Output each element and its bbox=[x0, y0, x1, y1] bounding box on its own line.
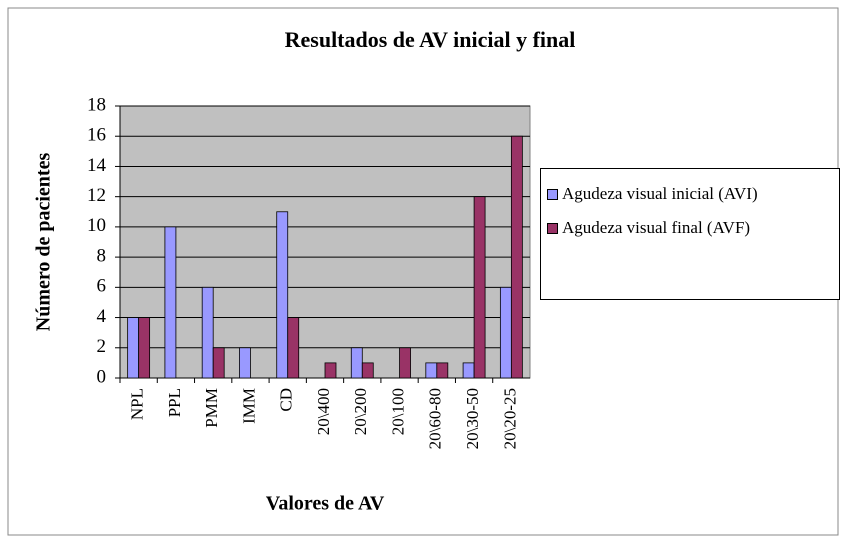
legend-label: Agudeza visual inicial (AVI) bbox=[562, 184, 758, 203]
bar bbox=[276, 211, 289, 379]
x-axis-title: Valores de AV bbox=[266, 493, 385, 515]
legend-item: Agudeza visual inicial (AVI) bbox=[547, 183, 833, 205]
bar bbox=[399, 347, 411, 379]
bar bbox=[473, 196, 486, 379]
y-axis-title: Número de pacientes bbox=[33, 153, 55, 332]
y-tick-label: 12 bbox=[87, 185, 106, 206]
bar bbox=[361, 362, 374, 379]
bar bbox=[425, 362, 438, 379]
bar bbox=[350, 347, 363, 379]
x-tick-label: 20\30-50 bbox=[463, 388, 482, 449]
y-tick-label: 14 bbox=[87, 155, 107, 176]
x-tick-label: NPL bbox=[128, 388, 147, 420]
x-tick-label: 20\200 bbox=[351, 388, 370, 435]
legend-swatch bbox=[547, 223, 558, 234]
x-tick-label: IMM bbox=[239, 388, 258, 424]
bar bbox=[510, 135, 523, 379]
bar bbox=[201, 286, 214, 379]
bar bbox=[239, 347, 251, 379]
chart-title: Resultados de AV inicial y final bbox=[285, 27, 576, 52]
bar bbox=[324, 362, 337, 379]
x-tick-label: 20\20-25 bbox=[500, 388, 519, 449]
legend-item: Agudeza visual final (AVF) bbox=[547, 217, 833, 239]
y-tick-label: 16 bbox=[87, 125, 106, 146]
x-tick-label: PMM bbox=[202, 388, 221, 428]
x-tick-label: PPL bbox=[165, 388, 184, 417]
plot-area bbox=[119, 105, 531, 379]
x-tick-label: 20\400 bbox=[314, 388, 333, 435]
y-tick-label: 0 bbox=[97, 366, 107, 387]
y-tick-label: 2 bbox=[97, 336, 107, 357]
bar bbox=[138, 317, 151, 379]
x-tick-label: CD bbox=[277, 388, 296, 412]
y-tick-label: 4 bbox=[97, 306, 107, 327]
x-tick-label: 20\100 bbox=[388, 388, 407, 435]
legend-label: Agudeza visual final (AVF) bbox=[562, 218, 751, 237]
y-tick-label: 18 bbox=[87, 94, 106, 115]
bar bbox=[287, 317, 300, 379]
bar bbox=[499, 286, 512, 379]
y-tick-label: 8 bbox=[97, 245, 107, 266]
bar bbox=[436, 362, 449, 379]
y-tick-label: 6 bbox=[97, 276, 107, 297]
bar bbox=[127, 317, 140, 379]
bar bbox=[462, 362, 475, 379]
y-tick-label: 10 bbox=[87, 215, 106, 236]
x-tick-label: 20\60-80 bbox=[426, 388, 445, 449]
legend-swatch bbox=[547, 189, 558, 200]
legend: Agudeza visual inicial (AVI) Agudeza visu… bbox=[540, 168, 840, 300]
bar bbox=[212, 347, 225, 379]
bar bbox=[164, 226, 177, 379]
